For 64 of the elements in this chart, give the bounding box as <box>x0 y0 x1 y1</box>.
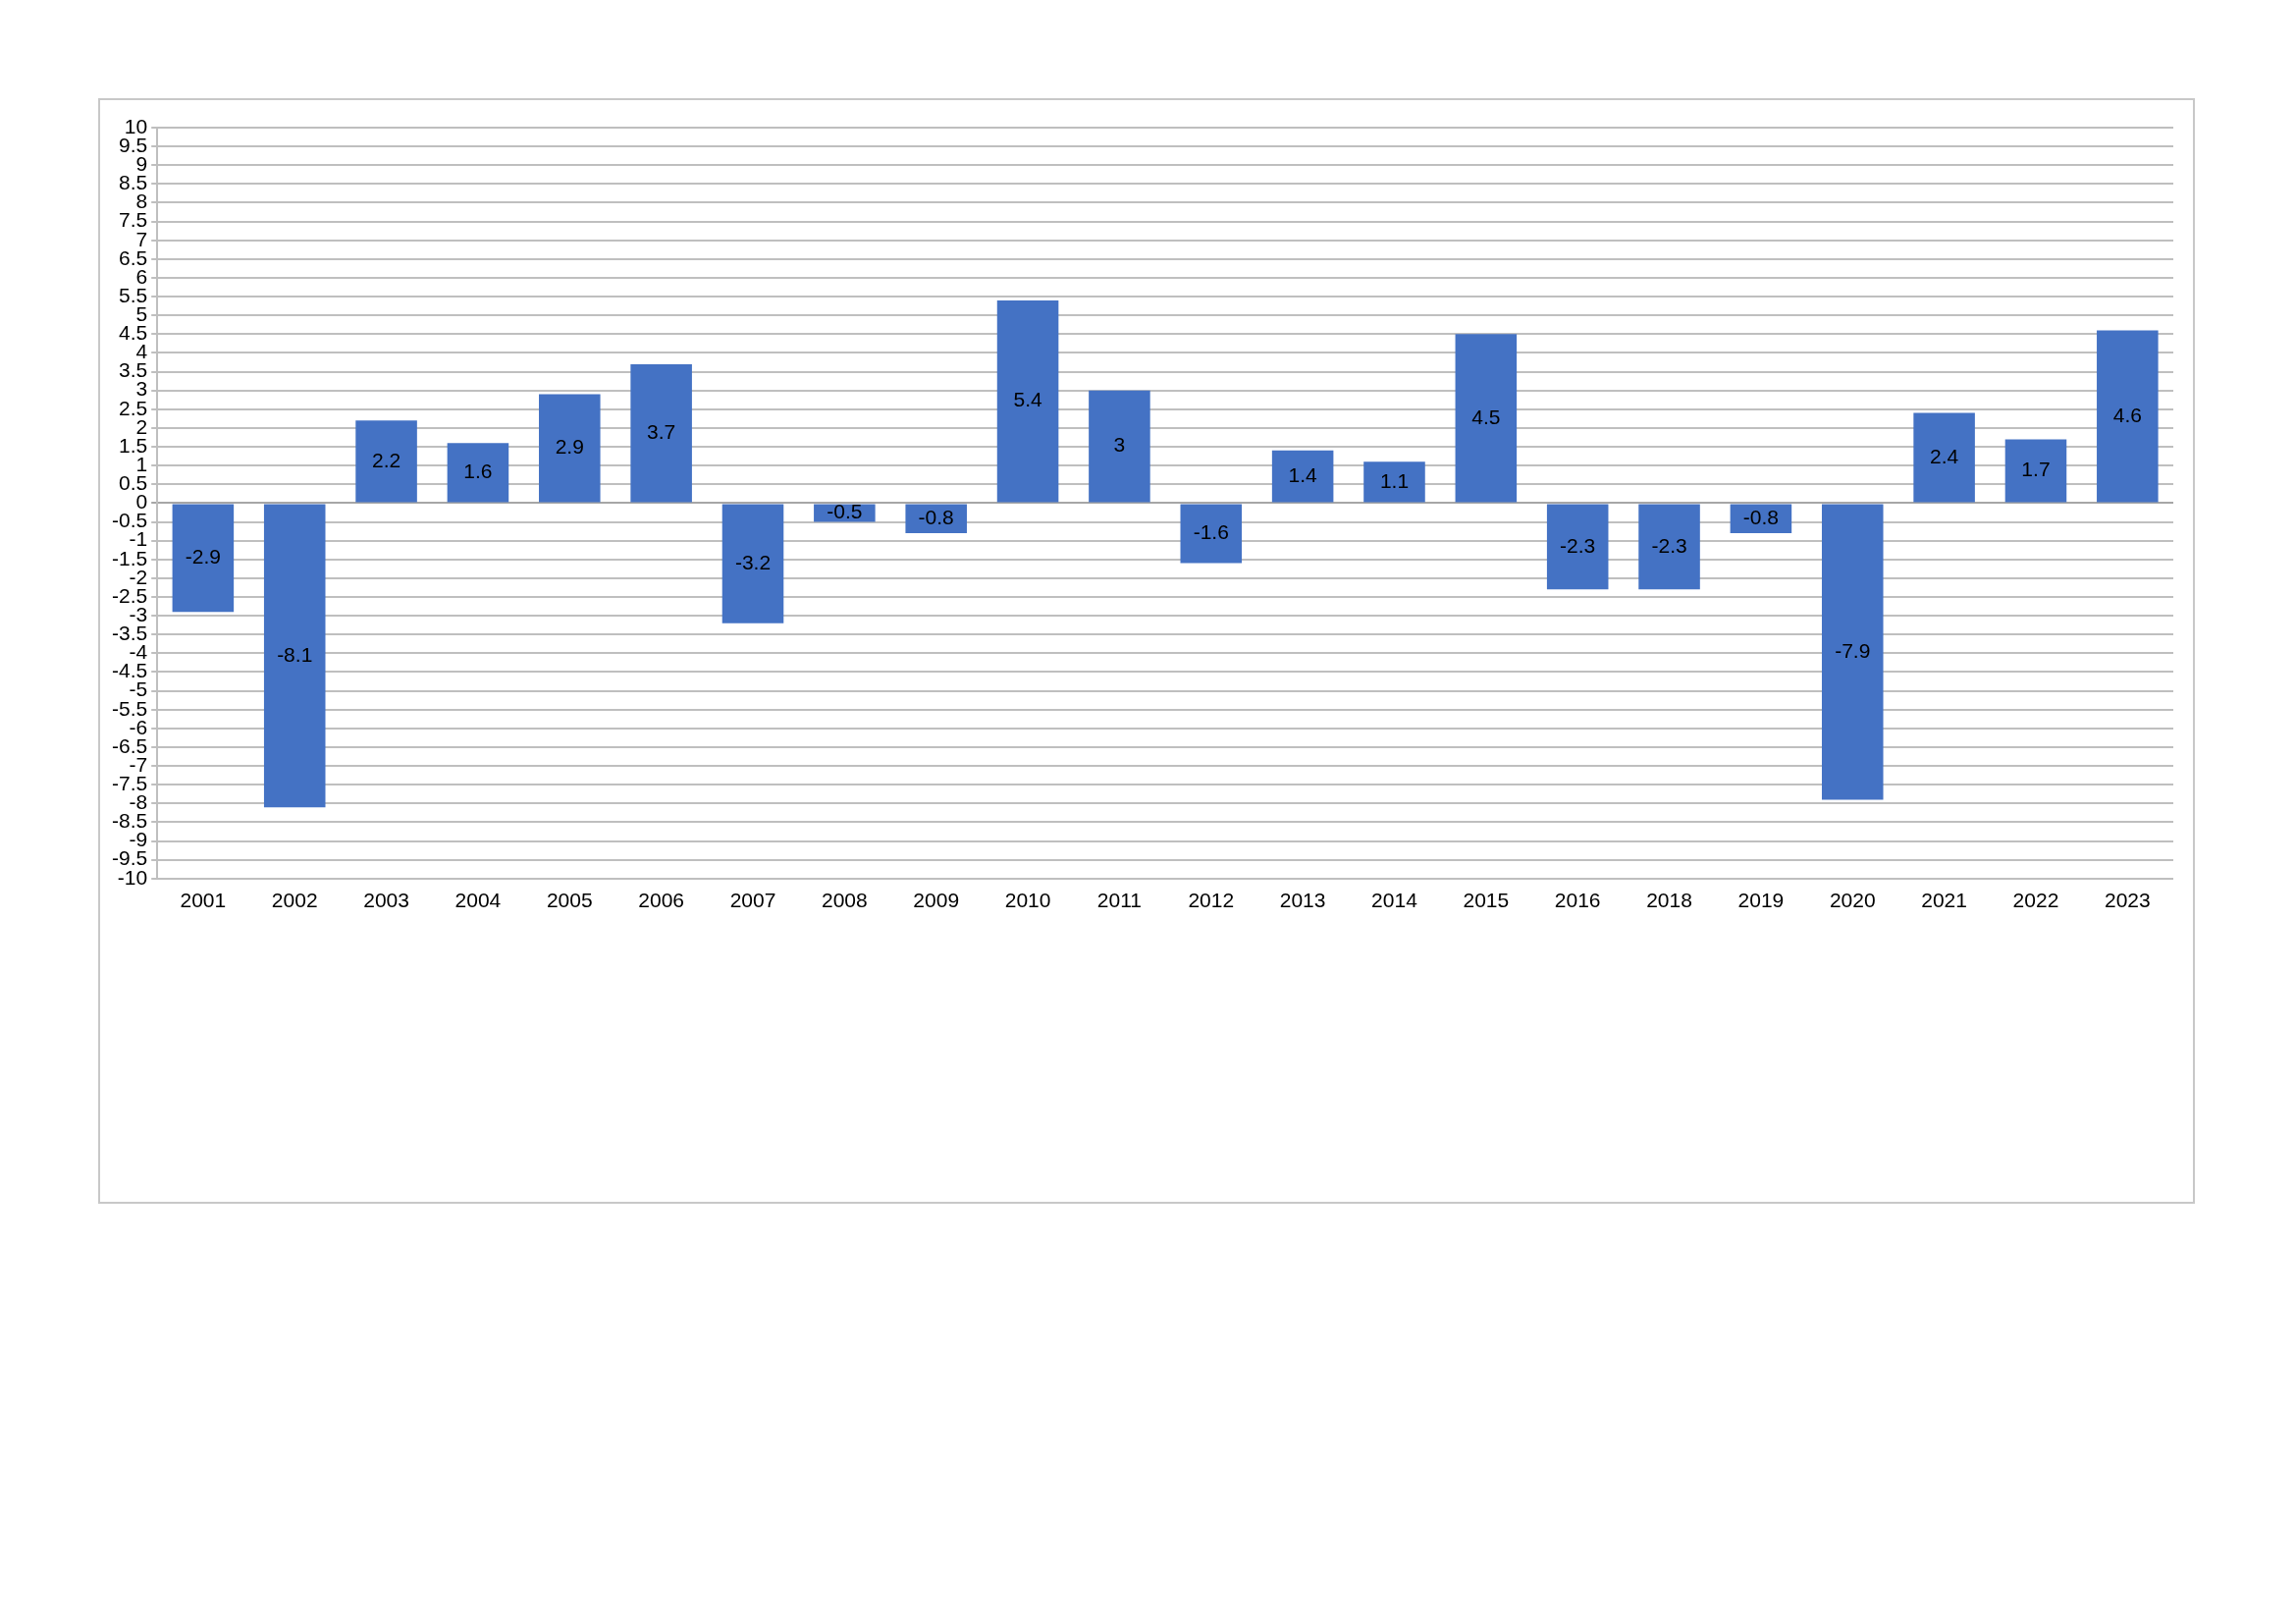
bar <box>1089 390 1150 503</box>
x-tick-label: 2022 <box>2012 889 2059 912</box>
data-label: -0.8 <box>1742 505 1779 528</box>
data-label: -2.3 <box>1651 533 1687 557</box>
data-label: -0.8 <box>918 505 954 528</box>
x-tick-label: 2015 <box>1463 889 1510 912</box>
bar <box>905 504 967 533</box>
data-label: 2.9 <box>555 435 584 459</box>
bar <box>1363 461 1425 503</box>
x-tick-label: 2023 <box>2104 889 2151 912</box>
bar <box>2097 330 2159 503</box>
bar <box>1821 504 1884 800</box>
bar <box>1271 450 1334 503</box>
data-label: 4.6 <box>2112 403 2142 426</box>
data-label: 2.4 <box>1930 444 1959 467</box>
x-tick-label: 2006 <box>638 889 684 912</box>
data-label: 3 <box>1113 433 1126 457</box>
data-label: -0.5 <box>827 500 863 523</box>
x-tick-label: 2012 <box>1188 889 1235 912</box>
data-label: -7.9 <box>1835 638 1871 662</box>
x-tick-label: 2004 <box>454 889 502 912</box>
x-tick-label: 2002 <box>271 889 318 912</box>
x-tick-label: 2021 <box>1921 889 1967 912</box>
x-tick-label: 2019 <box>1737 889 1785 912</box>
x-tick-label: 2011 <box>1096 889 1142 912</box>
bar <box>1638 504 1700 590</box>
bar <box>355 420 417 503</box>
data-label: 1.6 <box>463 460 493 483</box>
bar <box>1455 334 1518 503</box>
data-label: -1.6 <box>1193 520 1229 544</box>
data-label: -8.1 <box>277 642 313 666</box>
x-tick-label: 2013 <box>1279 889 1326 912</box>
x-tick-label: 2018 <box>1646 889 1692 912</box>
bar <box>539 394 601 503</box>
bar <box>172 504 235 613</box>
bar <box>1913 412 1975 503</box>
x-tick-label: 2008 <box>821 889 868 912</box>
bar <box>263 504 326 808</box>
x-tick-label: 2007 <box>729 889 776 912</box>
x-tick-label: 2014 <box>1371 889 1418 912</box>
bar <box>2004 439 2067 503</box>
x-tick-label: 2001 <box>180 889 227 912</box>
data-label: 3.7 <box>647 419 676 443</box>
x-tick-label: 2020 <box>1829 889 1876 912</box>
data-label: 1.4 <box>1288 462 1318 486</box>
data-label: -2.3 <box>1560 533 1596 557</box>
x-tick-label: 2016 <box>1554 889 1601 912</box>
data-label: 2.2 <box>371 448 401 471</box>
bar <box>630 363 692 503</box>
x-tick-label: 2005 <box>546 889 593 912</box>
bar <box>721 504 784 623</box>
data-label: 4.5 <box>1471 405 1501 428</box>
x-tick-label: 2010 <box>1004 889 1051 912</box>
data-label: 5.4 <box>1013 388 1042 411</box>
bar <box>1546 504 1609 590</box>
data-label: -3.2 <box>734 550 772 573</box>
bar <box>1180 504 1243 564</box>
data-label: 1.1 <box>1379 468 1410 492</box>
x-tick-label: 2003 <box>363 889 409 912</box>
data-label: 1.7 <box>2021 458 2051 481</box>
x-tick-label: 2009 <box>913 889 960 912</box>
data-label: -2.9 <box>185 545 221 568</box>
bar <box>996 299 1059 503</box>
bar <box>447 443 509 503</box>
